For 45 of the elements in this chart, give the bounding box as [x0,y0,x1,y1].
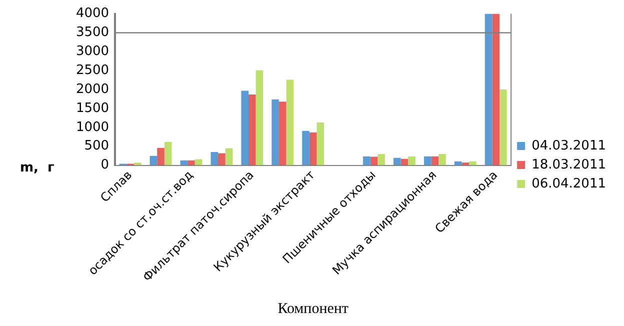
bar [316,122,324,166]
bar [194,159,202,166]
bar [286,80,294,166]
y-tick-label: 2500 [76,62,110,78]
bar [272,99,279,166]
bar [248,94,256,166]
bar [278,102,286,166]
bar [210,152,218,166]
bar [134,162,142,166]
bar [157,148,164,166]
y-tick-label: 1500 [76,100,110,116]
bar [225,148,233,166]
bar [309,132,317,166]
bar [393,158,401,166]
bar [424,156,432,166]
bar [408,156,416,166]
legend-label: 06.04.2011 [532,176,606,192]
bar [484,14,492,166]
bar [363,156,370,166]
bar [188,160,195,166]
legend-label: 04.03.2011 [532,138,606,154]
bar [378,154,385,166]
y-tick-label: 3500 [76,25,110,40]
y-tick-label: 3000 [76,44,110,60]
bar [462,162,470,166]
bar [499,90,507,166]
y-tick-label: 0 [100,158,110,173]
bar [218,153,226,166]
bar [492,14,500,166]
bar [241,90,248,166]
y-tick-label: 4000 [76,6,110,22]
legend-label: 18.03.2011 [532,157,606,172]
bar [164,142,172,166]
x-axis-title: Компонент [278,300,349,317]
y-axis-title: m, г [20,160,55,176]
bar [438,154,446,166]
bar [256,70,264,166]
y-tick-label: 500 [84,138,110,154]
bar [150,156,158,166]
bar [431,156,439,166]
y-tick-label: 2000 [76,82,110,97]
y-tick-label: 1000 [76,120,110,135]
bar [302,130,310,166]
bar [370,156,378,166]
bar [469,161,476,166]
